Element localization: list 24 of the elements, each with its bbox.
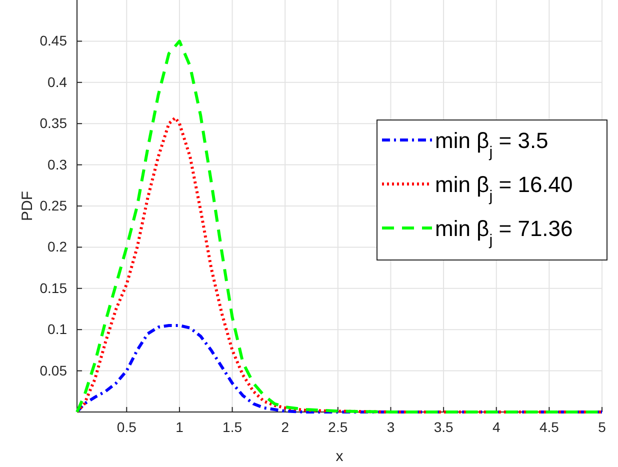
y-tick-label: 0.3 (48, 156, 68, 172)
legend-label: min β$_{j}$ = 3.5 (435, 128, 548, 160)
x-tick-label: 4.5 (539, 418, 560, 435)
x-tick-label: 4 (492, 418, 500, 435)
y-tick-label: 0.25 (40, 197, 68, 214)
x-tick-label: 1 (176, 418, 184, 435)
x-tick-label: 2.5 (328, 418, 348, 435)
y-tick-label: 0.35 (40, 115, 68, 132)
x-tick-label: 0.5 (116, 418, 137, 435)
y-tick-label: 0.4 (48, 74, 68, 90)
legend-label: min β$_{j}$ = 71.36 (435, 216, 573, 248)
y-tick-label: 0.15 (40, 280, 68, 296)
x-tick-label: 2 (281, 418, 290, 435)
x-tick-label: 3 (386, 418, 395, 435)
x-tick-label: 5 (598, 418, 606, 435)
y-tick-label: 0.2 (48, 238, 68, 255)
y-tick-label: 0.05 (40, 362, 68, 378)
x-tick-label: 3.5 (434, 418, 454, 435)
x-axis-title: x (336, 448, 344, 465)
y-tick-label: 0.1 (48, 321, 68, 338)
y-tick-label: 0.45 (40, 32, 68, 49)
legend-label: min β$_{j}$ = 16.40 (435, 172, 573, 204)
y-axis-title: PDF (19, 191, 36, 221)
x-tick-label: 1.5 (222, 418, 242, 435)
